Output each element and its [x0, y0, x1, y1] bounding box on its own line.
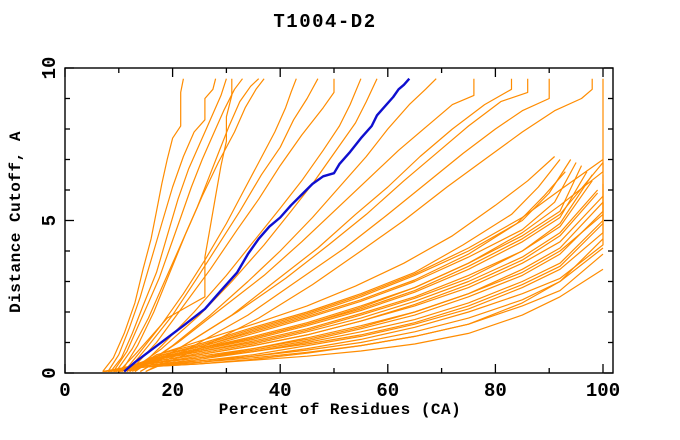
model-curve [118, 78, 233, 372]
model-curve [134, 78, 362, 372]
x-tick-label: 100 [586, 380, 620, 402]
model-curve [107, 78, 217, 372]
model-curve [110, 78, 227, 372]
model-curve [113, 174, 593, 373]
model-curve [115, 78, 260, 372]
highlighted-model-curve [123, 77, 411, 373]
model-curve [134, 78, 437, 372]
x-tick-label: 80 [484, 380, 507, 402]
x-axis-title: Percent of Residues (CA) [218, 401, 462, 419]
model-curve [123, 78, 297, 372]
y-tick-label: 0 [39, 367, 61, 378]
y-axis-title: Distance Cutoff, A [7, 131, 25, 313]
model-curve [113, 201, 604, 373]
model-curve [129, 78, 335, 372]
model-curve [118, 189, 599, 373]
model-curve [107, 192, 599, 373]
model-curve [107, 220, 604, 373]
model-curve [123, 78, 604, 373]
model-curve [129, 78, 378, 372]
model-curve [145, 78, 550, 373]
model-curve [134, 78, 475, 372]
x-tick-label: 20 [161, 380, 184, 402]
chart-title: T1004-D2 [273, 11, 377, 33]
x-tick-label: 40 [269, 380, 292, 402]
model-curve [118, 247, 604, 373]
y-tick-label: 10 [39, 57, 61, 80]
model-curve [134, 156, 556, 372]
model-curve [113, 238, 604, 373]
model-curve [120, 78, 265, 372]
model-curve [129, 159, 604, 373]
model-curve [139, 78, 529, 373]
model-curve [126, 78, 319, 372]
x-tick-label: 0 [59, 380, 70, 402]
model-curve [145, 78, 593, 373]
model-curve [118, 162, 604, 373]
model-curve [113, 268, 604, 373]
model-curve [112, 78, 243, 372]
x-tick-label: 60 [376, 380, 399, 402]
model-curve [129, 159, 561, 373]
model-curve [102, 213, 604, 373]
model-curve [102, 78, 184, 372]
y-tick-label: 5 [39, 215, 61, 226]
